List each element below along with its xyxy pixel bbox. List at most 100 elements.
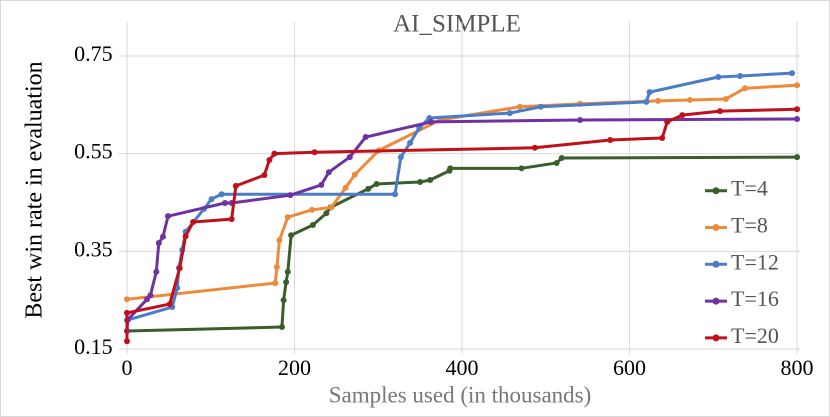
data-point — [288, 232, 295, 239]
data-point — [794, 115, 801, 122]
legend-marker — [712, 187, 720, 195]
data-point — [323, 210, 330, 217]
series-line — [126, 83, 798, 301]
data-point — [716, 108, 723, 115]
data-point — [417, 178, 424, 185]
data-point — [123, 338, 130, 345]
legend-marker — [712, 334, 720, 342]
data-point — [373, 180, 380, 187]
data-point — [722, 95, 729, 102]
data-point — [427, 177, 434, 184]
data-point — [664, 118, 671, 125]
x-tick-label: 800 — [781, 355, 814, 380]
data-point — [273, 263, 280, 270]
chart-title: AI_SIMPLE — [393, 11, 521, 38]
legend-label: T=20 — [731, 323, 779, 348]
data-point — [280, 297, 287, 304]
data-point — [208, 196, 215, 203]
x-tick-label: 200 — [278, 355, 311, 380]
data-point — [261, 172, 268, 179]
legend-marker — [712, 260, 720, 268]
data-point — [447, 165, 454, 172]
data-point — [742, 85, 749, 92]
data-point — [159, 233, 166, 240]
data-point — [232, 182, 239, 189]
data-point — [155, 240, 162, 247]
data-point — [328, 204, 335, 211]
y-tick-label: 0.75 — [74, 41, 113, 66]
data-point — [531, 144, 538, 151]
data-point — [794, 82, 801, 89]
data-point — [166, 301, 173, 308]
data-point — [646, 89, 653, 96]
data-point — [278, 324, 285, 331]
data-point — [794, 106, 801, 113]
legend-label: T=8 — [731, 213, 768, 238]
x-tick-label: 600 — [613, 355, 646, 380]
data-point — [789, 70, 796, 77]
data-point — [309, 206, 316, 213]
data-point — [518, 165, 525, 172]
data-point — [686, 96, 693, 103]
data-point — [276, 237, 283, 244]
data-point — [266, 157, 273, 164]
data-point — [679, 112, 686, 119]
y-tick-label: 0.15 — [74, 334, 113, 359]
data-point — [794, 154, 801, 161]
data-point — [311, 149, 318, 156]
data-point — [284, 268, 291, 275]
data-point — [516, 103, 523, 110]
data-point — [221, 199, 228, 206]
data-point — [147, 292, 154, 299]
legend-marker — [712, 297, 720, 305]
data-point — [283, 279, 290, 286]
x-tick-label: 400 — [446, 355, 479, 380]
data-point — [655, 97, 662, 104]
data-point — [407, 139, 414, 146]
x-axis-label: Samples used (in thousands) — [329, 382, 592, 407]
data-point — [228, 216, 235, 223]
data-point — [318, 181, 325, 188]
data-point — [558, 155, 565, 162]
data-point — [176, 264, 183, 271]
data-point — [607, 136, 614, 143]
data-point — [537, 103, 544, 110]
data-point — [218, 191, 225, 198]
data-point — [346, 154, 353, 161]
data-point — [737, 73, 744, 80]
data-point — [643, 98, 650, 105]
data-point — [309, 221, 316, 228]
data-point — [123, 309, 130, 316]
data-point — [342, 184, 349, 191]
data-point — [659, 135, 666, 142]
data-point — [325, 169, 332, 176]
data-point — [287, 192, 294, 199]
data-point — [272, 280, 279, 287]
legend-marker — [712, 224, 720, 231]
data-point — [428, 118, 435, 125]
data-point — [397, 154, 404, 161]
data-point — [153, 268, 160, 275]
data-point — [362, 134, 369, 141]
data-point — [123, 296, 130, 303]
y-tick-label: 0.55 — [74, 139, 113, 164]
data-point — [144, 296, 151, 303]
data-point — [506, 110, 513, 117]
data-point — [351, 171, 358, 178]
legend-label: T=16 — [731, 286, 779, 311]
data-point — [271, 150, 278, 157]
legend-label: T=12 — [731, 249, 779, 274]
data-point — [392, 191, 399, 198]
y-tick-label: 0.35 — [74, 236, 113, 261]
data-point — [165, 213, 172, 220]
data-point — [553, 159, 560, 166]
x-tick-label: 0 — [121, 355, 132, 380]
data-point — [365, 185, 372, 192]
data-point — [577, 116, 584, 123]
y-axis-label: Best win rate in evaluation — [22, 61, 48, 318]
data-point — [284, 214, 291, 221]
data-point — [182, 233, 189, 240]
legend-label: T=4 — [731, 176, 768, 201]
